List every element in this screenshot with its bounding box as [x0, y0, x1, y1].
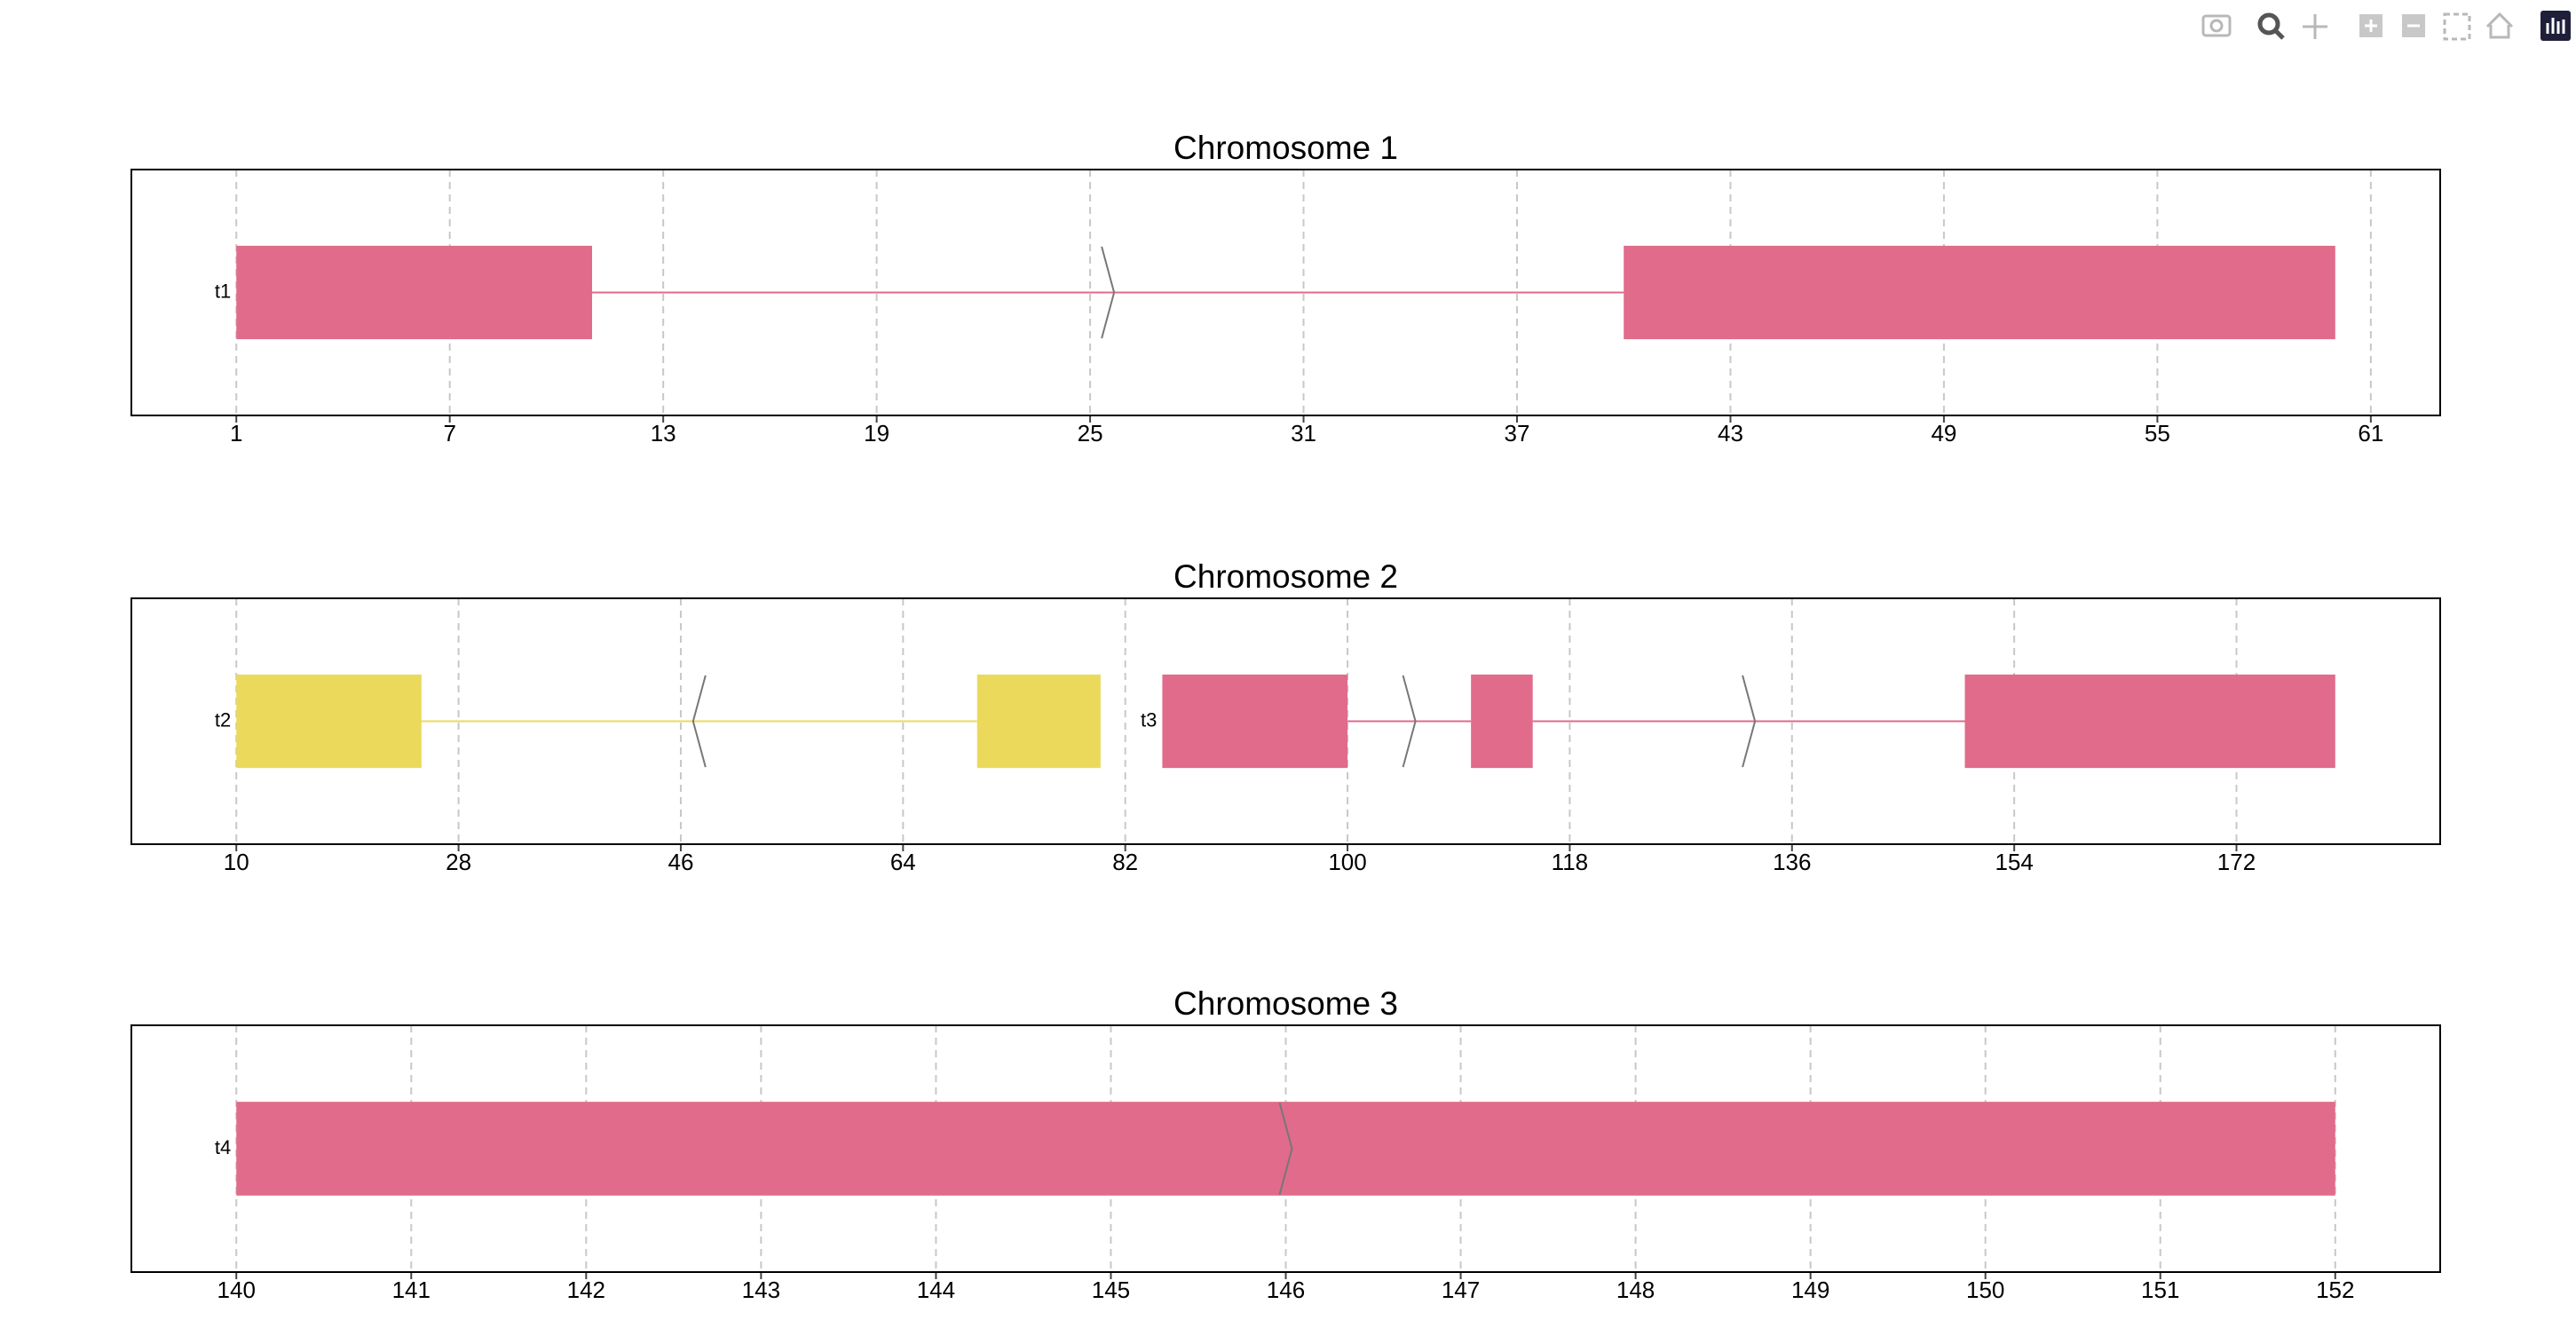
x-tick-label: 10 — [224, 849, 249, 875]
x-tick-label: 7 — [443, 420, 455, 447]
chart-title: Chromosome 1 — [1173, 130, 1398, 166]
camera-button[interactable] — [2201, 14, 2232, 37]
transcript-label: t1 — [215, 280, 231, 302]
x-tick-label: 31 — [1291, 420, 1316, 447]
zoom-out-button[interactable] — [2402, 14, 2425, 37]
strand-arrow — [1278, 1102, 1293, 1196]
x-tick-label: 25 — [1078, 420, 1103, 447]
strand-arrow — [1101, 246, 1116, 339]
exon — [976, 674, 1101, 769]
transcript-label: t4 — [215, 1136, 231, 1158]
x-tick-label: 118 — [1552, 849, 1588, 875]
x-tick-label: 149 — [1791, 1277, 1829, 1303]
exon — [236, 245, 592, 340]
autoscale-button[interactable] — [2443, 12, 2471, 41]
x-tick-label: 55 — [2145, 420, 2170, 447]
strand-arrow — [1402, 675, 1417, 768]
x-tick-label: 28 — [446, 849, 471, 875]
x-tick-label: 49 — [1931, 420, 1956, 447]
pan-button[interactable] — [2303, 14, 2327, 39]
x-tick-label: 144 — [917, 1277, 955, 1303]
zoom-in-button[interactable] — [2359, 14, 2382, 37]
x-tick-label: 154 — [1995, 849, 2033, 875]
plot-frame — [130, 597, 2441, 845]
x-tick-label: 61 — [2358, 420, 2383, 447]
x-tick-label: 13 — [651, 420, 676, 447]
exon — [1624, 245, 2335, 340]
x-tick-label: 145 — [1092, 1277, 1130, 1303]
x-tick-label: 152 — [2316, 1277, 2354, 1303]
exon — [1964, 674, 2335, 769]
x-tick-label: 150 — [1966, 1277, 2004, 1303]
chart-title: Chromosome 2 — [1173, 558, 1398, 595]
x-tick-label: 146 — [1267, 1277, 1305, 1303]
x-tick-label: 140 — [217, 1277, 256, 1303]
exon — [1471, 674, 1533, 769]
transcript-label: t2 — [215, 708, 231, 731]
exon — [236, 674, 422, 769]
plot-frame — [130, 169, 2441, 416]
plotly-logo[interactable] — [2540, 11, 2571, 41]
x-tick-label: 143 — [742, 1277, 780, 1303]
exon — [236, 1102, 2335, 1196]
exon — [1162, 674, 1348, 769]
x-tick-label: 172 — [2217, 849, 2256, 875]
strand-arrow — [691, 675, 707, 768]
reset-button[interactable] — [2485, 12, 2514, 39]
transcript-label: t3 — [1141, 708, 1157, 731]
zoom-button[interactable] — [2257, 12, 2285, 40]
x-tick-label: 82 — [1112, 849, 1138, 875]
strand-arrow — [1742, 675, 1757, 768]
modebar — [2201, 11, 2571, 41]
chart-title: Chromosome 3 — [1173, 985, 1398, 1022]
x-tick-label: 19 — [864, 420, 889, 447]
x-tick-label: 147 — [1442, 1277, 1480, 1303]
x-tick-label: 37 — [1505, 420, 1530, 447]
x-tick-label: 46 — [668, 849, 693, 875]
x-tick-label: 141 — [392, 1277, 431, 1303]
plot-frame — [130, 1024, 2441, 1273]
x-tick-label: 43 — [1718, 420, 1743, 447]
x-tick-label: 142 — [567, 1277, 605, 1303]
x-tick-label: 100 — [1328, 849, 1366, 875]
x-tick-label: 148 — [1616, 1277, 1655, 1303]
x-tick-label: 151 — [2141, 1277, 2179, 1303]
x-tick-label: 136 — [1773, 849, 1811, 875]
x-tick-label: 64 — [890, 849, 916, 875]
x-tick-label: 1 — [230, 420, 242, 447]
